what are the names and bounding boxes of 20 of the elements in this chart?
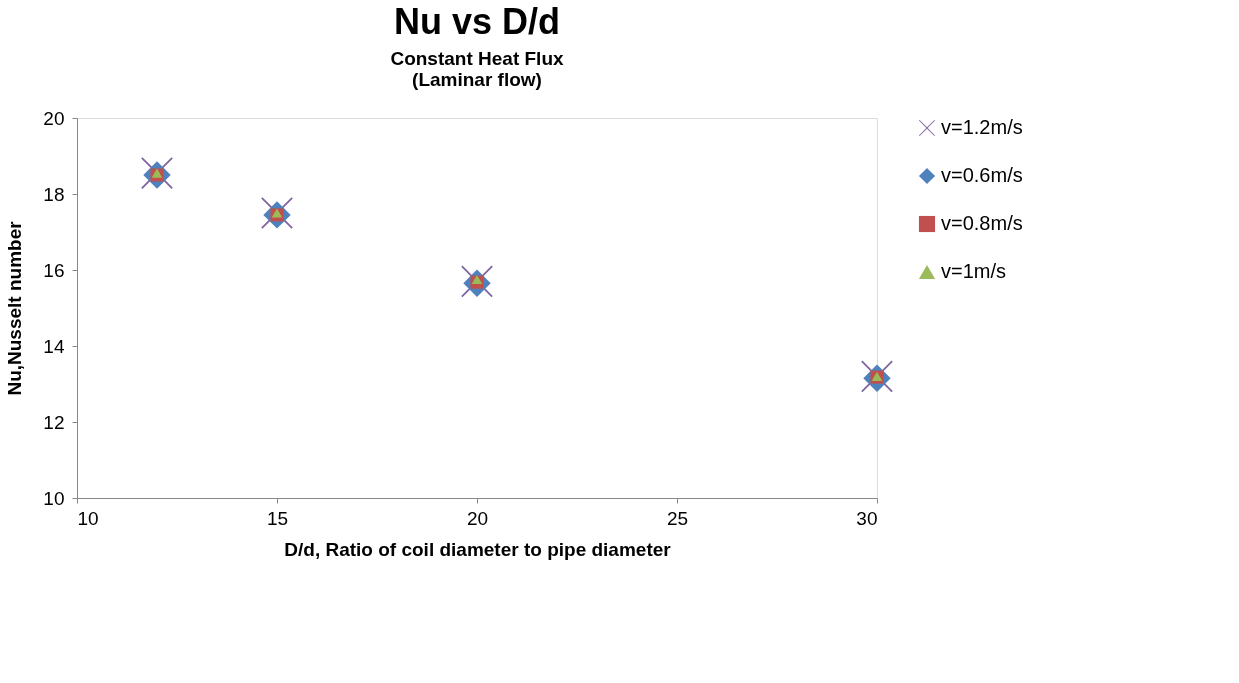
y-tick-label: 14 — [43, 335, 65, 357]
legend-label: v=1m/s — [941, 260, 1007, 282]
y-tick-label: 10 — [43, 487, 65, 509]
x-tick-label: 10 — [77, 507, 99, 529]
legend-label: v=1.2m/s — [941, 116, 1023, 138]
legend-label: v=0.8m/s — [941, 212, 1023, 234]
y-axis-title: Nu,Nusselt number — [4, 220, 26, 396]
y-tick-label: 18 — [43, 183, 65, 205]
x-tick-label: 30 — [856, 507, 878, 529]
x-tick-label: 20 — [466, 507, 489, 529]
chart-title: Nu vs D/d — [393, 1, 561, 42]
text: Constant Heat Flux — [390, 48, 564, 69]
y-tick-label: 12 — [43, 411, 65, 433]
text: (Laminar flow) — [412, 69, 542, 90]
x-tick-label: 25 — [666, 507, 689, 529]
y-tick-label: 16 — [43, 259, 65, 281]
x-tick-label: 15 — [266, 507, 289, 529]
x-axis-title: D/d, Ratio of coil diameter to pipe diameter — [284, 538, 672, 560]
legend-label: v=0.6m/s — [941, 164, 1023, 186]
y-tick-label: 20 — [43, 107, 65, 129]
